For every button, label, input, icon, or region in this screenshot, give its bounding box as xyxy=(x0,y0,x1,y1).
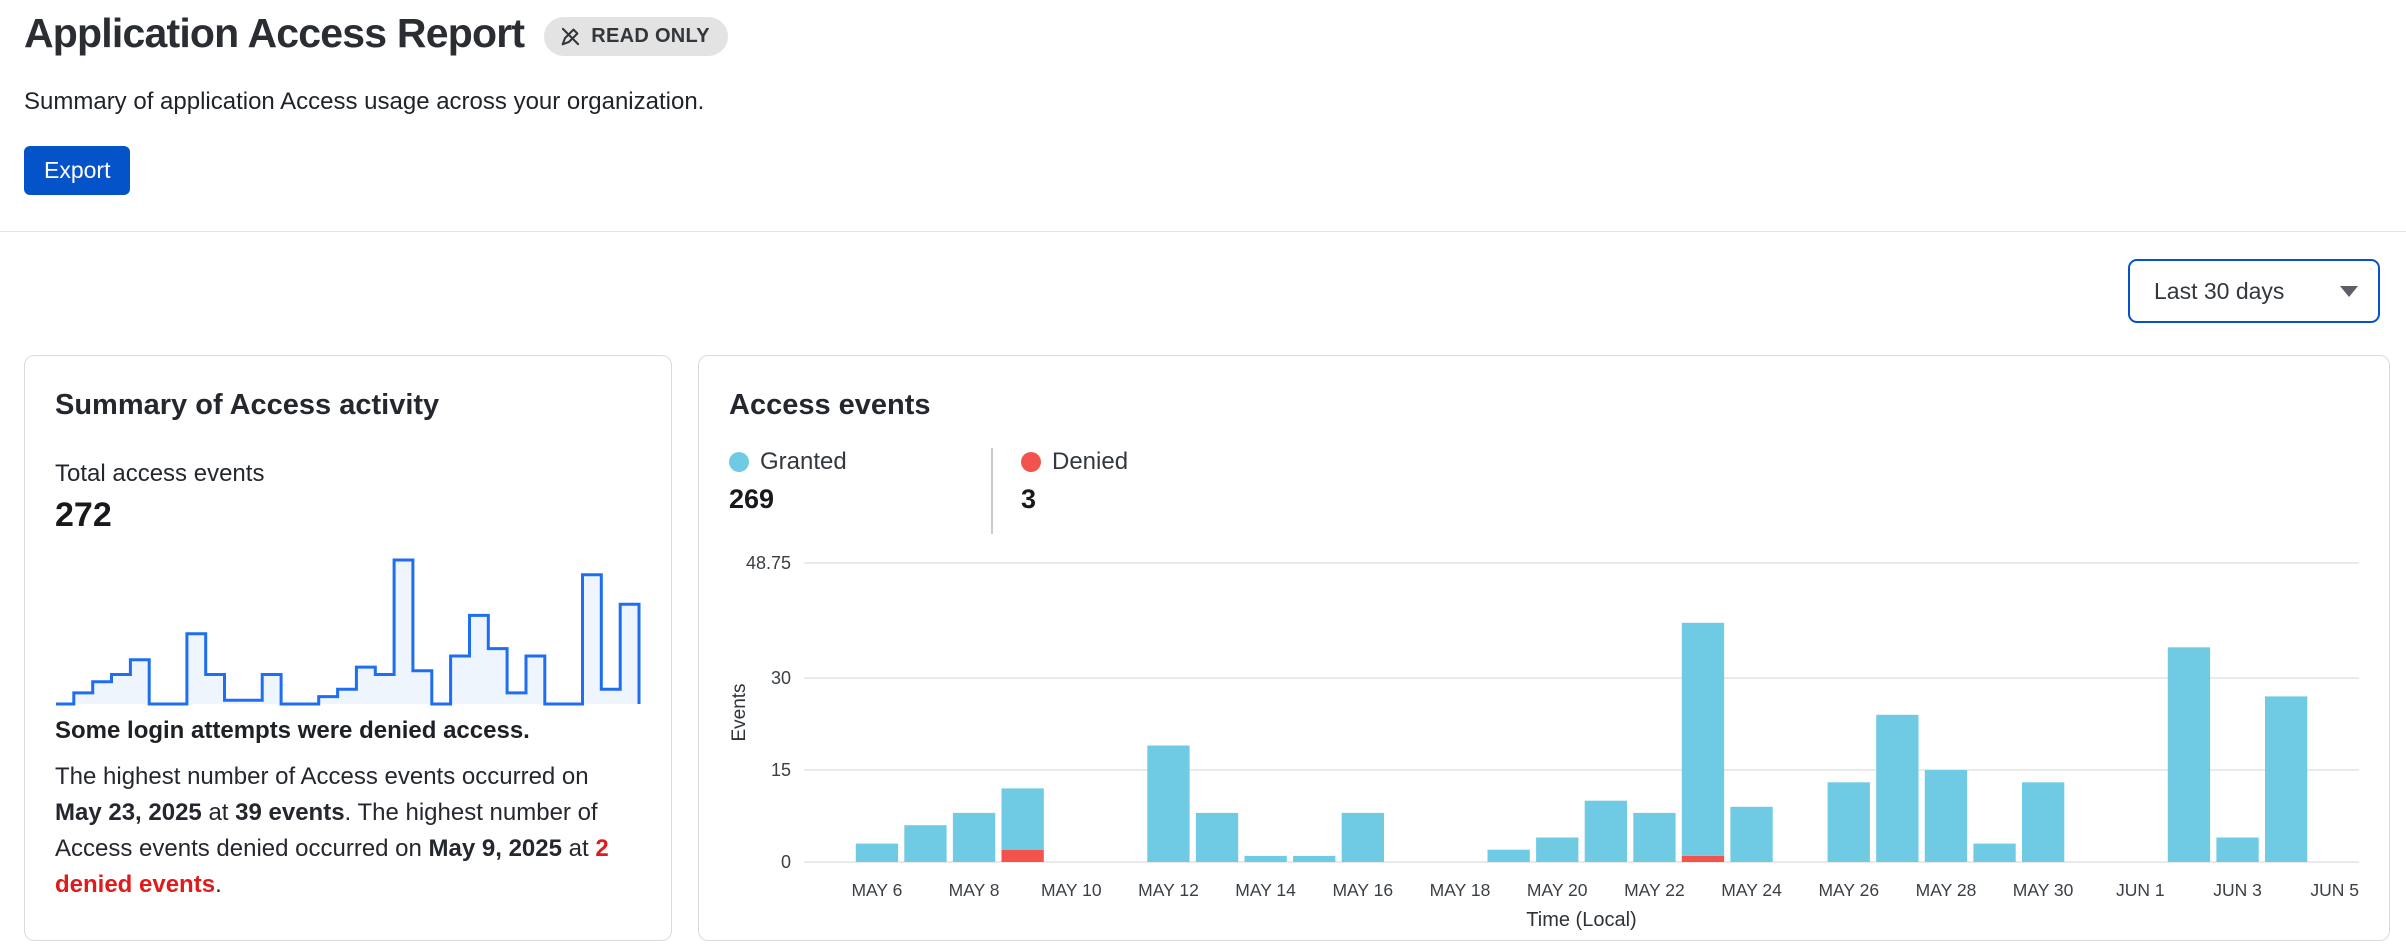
activity-detail-text: The highest number of Access events occu… xyxy=(55,759,641,903)
export-button[interactable]: Export xyxy=(24,146,131,195)
cards-row: Summary of Access activity Total access … xyxy=(0,323,2406,941)
svg-text:Time (Local): Time (Local) xyxy=(1526,909,1636,931)
detail-segment: . The highest number of Access events de… xyxy=(55,799,598,862)
detail-segment: . xyxy=(215,871,222,898)
svg-text:JUN 5: JUN 5 xyxy=(2310,880,2359,900)
svg-text:MAY 24: MAY 24 xyxy=(1721,880,1782,900)
section-divider xyxy=(0,231,2406,232)
denied-dot-icon xyxy=(1021,452,1041,472)
summary-card: Summary of Access activity Total access … xyxy=(24,355,672,941)
denied-alert-text: Some login attempts were denied access. xyxy=(55,717,530,744)
title-row: Application Access Report READ ONLY xyxy=(24,8,2382,58)
granted-value: 269 xyxy=(729,484,775,514)
pencil-slash-icon xyxy=(561,27,580,45)
svg-text:MAY 16: MAY 16 xyxy=(1332,880,1393,900)
chart-area: 0 15 30 48.75 Events MAY 6 MAY 8 MAY 10 MAY 12 MA… xyxy=(729,534,2359,937)
granted-label: Granted xyxy=(760,448,847,475)
legend-item-granted: Granted 269 xyxy=(729,448,991,515)
legend-item-denied: Denied 3 xyxy=(1021,448,1128,515)
svg-text:MAY 28: MAY 28 xyxy=(1916,880,1977,900)
svg-text:JUN 3: JUN 3 xyxy=(2213,880,2262,900)
svg-text:MAY 8: MAY 8 xyxy=(949,880,1000,900)
summary-card-title: Summary of Access activity xyxy=(55,389,440,421)
time-range-select[interactable]: Last 30 days xyxy=(2128,259,2380,323)
highest-events-date: May 23, 2025 xyxy=(55,799,202,826)
svg-text:MAY 20: MAY 20 xyxy=(1527,880,1588,900)
denied-value: 3 xyxy=(1021,484,1037,514)
detail-segment: at xyxy=(561,835,596,862)
svg-text:MAY 12: MAY 12 xyxy=(1138,880,1199,900)
read-only-label: READ ONLY xyxy=(591,24,710,47)
page-subtitle: Summary of application Access usage acro… xyxy=(24,88,705,115)
chart-legend: Granted 269 Denied 3 xyxy=(729,448,2359,534)
toolbar: Last 30 days xyxy=(0,232,2406,323)
total-events-value: 272 xyxy=(55,496,112,534)
granted-dot-icon xyxy=(729,452,749,472)
highest-events-count: 39 events xyxy=(235,799,345,826)
page-title: Application Access Report xyxy=(24,10,525,56)
svg-text:JUN 1: JUN 1 xyxy=(2116,880,2165,900)
svg-text:MAY 10: MAY 10 xyxy=(1041,880,1102,900)
svg-text:MAY 22: MAY 22 xyxy=(1624,880,1685,900)
time-range-value: Last 30 days xyxy=(2154,277,2285,304)
denied-label: Denied xyxy=(1052,448,1129,475)
svg-text:0: 0 xyxy=(781,852,791,872)
detail-segment: The highest number of Access events occu… xyxy=(55,763,589,790)
page-header: Application Access Report READ ONLY Summ… xyxy=(0,0,2406,195)
svg-text:MAY 6: MAY 6 xyxy=(851,880,902,900)
chevron-down-icon xyxy=(2340,285,2358,297)
access-events-chart: 0 15 30 48.75 Events MAY 6 MAY 8 MAY 10 MAY 12 MA… xyxy=(729,553,2359,931)
svg-text:48.75: 48.75 xyxy=(746,553,791,573)
detail-segment: at xyxy=(201,799,236,826)
svg-text:30: 30 xyxy=(771,668,791,688)
svg-text:Events: Events xyxy=(729,683,750,741)
svg-text:MAY 26: MAY 26 xyxy=(1818,880,1879,900)
activity-sparkline-chart xyxy=(56,558,641,706)
highest-denied-count: 2 denied events xyxy=(55,835,609,898)
svg-text:15: 15 xyxy=(771,760,791,780)
svg-text:MAY 14: MAY 14 xyxy=(1235,880,1296,900)
highest-denied-date: May 9, 2025 xyxy=(428,835,562,862)
svg-text:MAY 18: MAY 18 xyxy=(1430,880,1491,900)
read-only-badge: READ ONLY xyxy=(544,16,728,56)
legend-divider xyxy=(991,448,993,534)
total-events-label: Total access events xyxy=(55,460,265,487)
events-card: Access events Granted 269 Denied 3 0 15 30… xyxy=(698,355,2390,941)
svg-text:MAY 30: MAY 30 xyxy=(2013,880,2074,900)
events-card-title: Access events xyxy=(729,389,931,421)
